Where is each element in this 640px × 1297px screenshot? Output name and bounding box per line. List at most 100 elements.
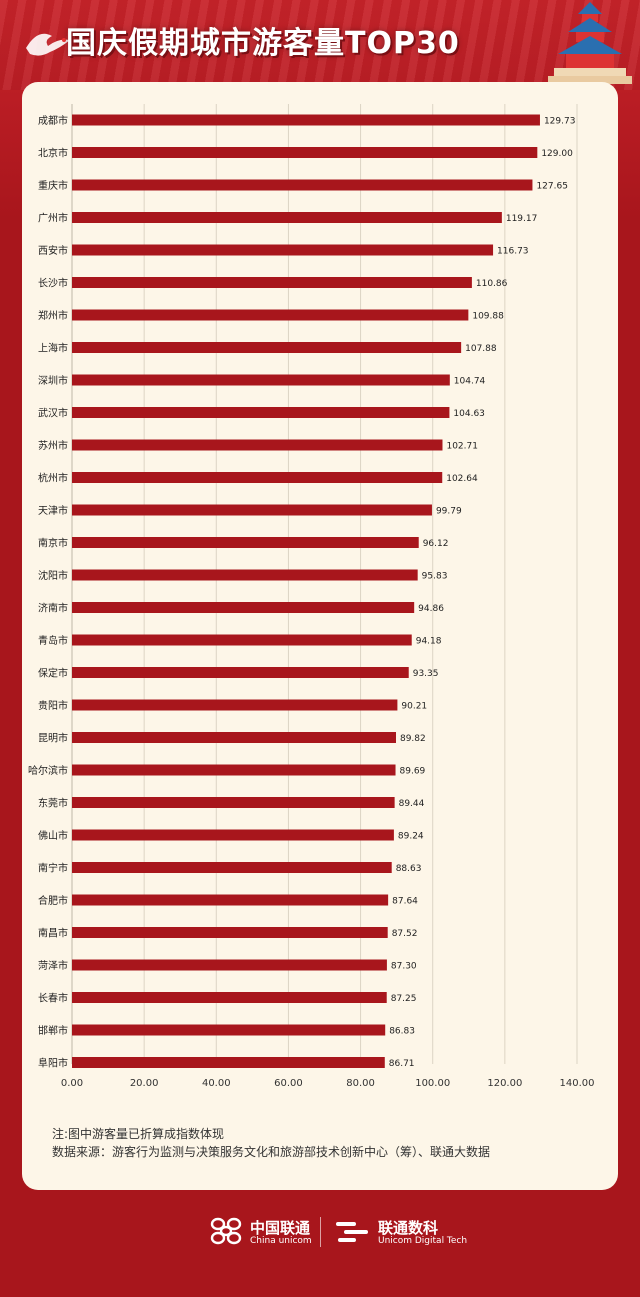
category-label: 合肥市: [38, 894, 68, 907]
value-label: 90.21: [401, 702, 427, 712]
value-label: 99.79: [436, 507, 462, 517]
category-label: 南宁市: [38, 862, 68, 875]
value-label: 116.73: [497, 247, 528, 257]
x-tick-label: 140.00: [560, 1078, 595, 1089]
value-label: 88.63: [396, 864, 422, 874]
category-label: 南京市: [38, 537, 68, 550]
bar: [72, 472, 443, 483]
value-label: 87.52: [392, 929, 418, 939]
bar: [72, 959, 387, 971]
temple-icon: [548, 2, 632, 84]
value-label: 109.88: [472, 312, 504, 322]
bar: [72, 862, 392, 873]
value-label: 107.88: [465, 344, 497, 354]
x-tick-label: 0.00: [61, 1078, 83, 1089]
bar: [72, 244, 494, 256]
value-label: 86.71: [389, 1059, 415, 1069]
value-label: 89.24: [398, 832, 424, 842]
bar: [72, 667, 409, 678]
unicom-digital-logo-icon: [336, 1222, 368, 1242]
bar: [72, 829, 394, 841]
bar: [72, 699, 398, 711]
bar-chart: 0.00 20.00 40.00 60.00 80.00 100.00 120.00 140.…: [28, 104, 595, 1089]
value-label: 95.83: [422, 572, 448, 582]
footer-divider: [320, 1217, 321, 1247]
bar: [72, 407, 450, 418]
category-label: 保定市: [38, 667, 68, 680]
value-label: 89.82: [400, 734, 426, 744]
value-label: 89.69: [400, 767, 426, 777]
category-label: 哈尔滨市: [28, 764, 68, 777]
value-label: 87.30: [391, 962, 417, 972]
category-label: 长春市: [38, 992, 68, 1005]
x-tick-label: 60.00: [274, 1078, 303, 1089]
bar: [72, 212, 502, 223]
bar: [72, 992, 387, 1003]
x-tick-label: 100.00: [415, 1078, 450, 1089]
category-label: 上海市: [38, 342, 68, 355]
value-label: 110.86: [476, 279, 508, 289]
bar: [72, 114, 540, 126]
x-tick-label: 20.00: [130, 1078, 159, 1089]
bar: [72, 537, 419, 548]
china-unicom-logo-icon: [210, 1217, 242, 1245]
value-label: 87.64: [392, 897, 418, 907]
bar: [72, 894, 389, 906]
bar: [72, 147, 538, 158]
category-label: 东莞市: [38, 797, 68, 810]
source-line: 数据来源：游客行为监测与决策服务文化和旅游部技术创新中心（筹）、联通大数据: [52, 1145, 491, 1159]
value-label: 129.00: [541, 149, 573, 159]
category-label: 青岛市: [38, 634, 68, 647]
bar: [72, 179, 533, 191]
category-label: 南昌市: [38, 927, 68, 940]
category-label: 邯郸市: [38, 1024, 68, 1037]
x-tick-label: 40.00: [202, 1078, 231, 1089]
unicom-digital-name: 联通数科: [378, 1219, 439, 1237]
bar: [72, 439, 443, 451]
value-label: 94.86: [418, 604, 444, 614]
value-label: 104.63: [453, 409, 485, 419]
bar: [72, 797, 395, 808]
bar: [72, 309, 469, 321]
category-label: 菏泽市: [38, 959, 68, 972]
bar: [72, 1024, 386, 1036]
header-pattern: [0, 0, 640, 90]
value-label: 104.74: [454, 377, 486, 387]
value-label: 89.44: [399, 799, 425, 809]
value-label: 127.65: [536, 182, 568, 192]
bar: [72, 569, 418, 581]
chart-card: 0.00 20.00 40.00 60.00 80.00 100.00 120.00 140.…: [22, 82, 618, 1190]
category-label: 昆明市: [38, 732, 68, 745]
value-label: 86.83: [389, 1027, 415, 1037]
category-label: 广州市: [38, 212, 68, 225]
category-label: 武汉市: [38, 407, 68, 420]
page-title: 国庆假期城市游客量TOP30: [66, 26, 460, 61]
x-tick-label: 120.00: [487, 1078, 522, 1089]
bar: [72, 1057, 385, 1068]
category-label: 长沙市: [38, 277, 68, 290]
category-label: 天津市: [38, 504, 68, 517]
category-label: 郑州市: [38, 309, 68, 322]
category-label: 成都市: [38, 114, 68, 127]
category-label: 重庆市: [38, 179, 68, 192]
bar: [72, 764, 396, 776]
category-label: 杭州市: [38, 472, 68, 485]
china-unicom-name: 中国联通: [250, 1219, 311, 1237]
category-label: 苏州市: [38, 439, 68, 452]
bar: [72, 927, 388, 938]
footer: 中国联通 China unicom 联通数科 Unicom Digital Te…: [0, 1205, 640, 1255]
note-line: 注:图中游客量已折算成指数体现: [52, 1127, 225, 1141]
x-tick-label: 80.00: [346, 1078, 375, 1089]
value-label: 102.71: [446, 442, 478, 452]
crane-icon: [26, 33, 70, 56]
bar: [72, 732, 396, 743]
unicom-digital-english: Unicom Digital Tech: [378, 1236, 468, 1246]
notes: 注:图中游客量已折算成指数体现 数据来源：游客行为监测与决策服务文化和旅游部技术…: [52, 1125, 612, 1161]
value-label: 102.64: [446, 474, 478, 484]
category-label: 西安市: [38, 244, 68, 257]
bar: [72, 602, 415, 613]
category-label: 深圳市: [38, 374, 68, 387]
bar: [72, 277, 472, 288]
category-label: 济南市: [38, 602, 68, 615]
value-label: 129.73: [544, 117, 576, 127]
